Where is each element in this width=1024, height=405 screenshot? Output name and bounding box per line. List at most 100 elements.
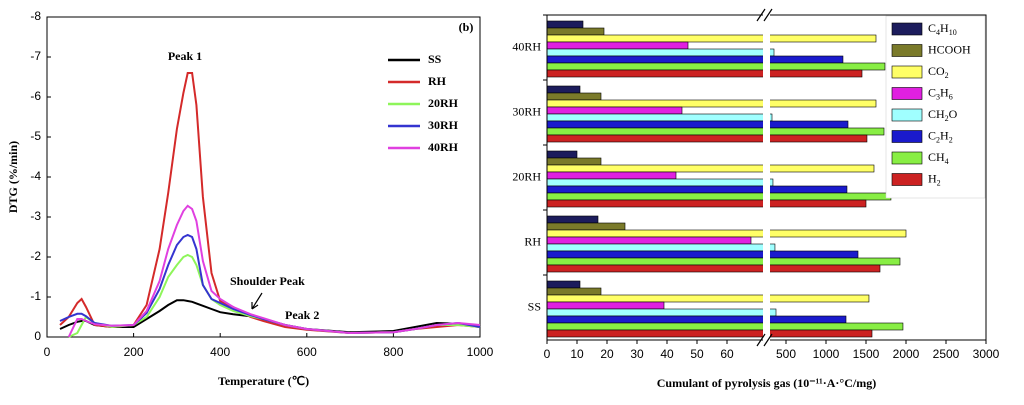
legend-label: 30RH (428, 118, 459, 132)
annotation: Shoulder Peak (230, 274, 305, 288)
axis-frame (546, 14, 987, 341)
plot-frame (46, 16, 481, 338)
bar (546, 127, 885, 136)
legend-label: C4H10 (928, 21, 957, 38)
annotation-arrow (251, 292, 263, 310)
bar (546, 85, 581, 94)
annotation: Peak 1 (168, 49, 202, 63)
legend-label: CO2 (928, 64, 949, 81)
x-tick-label: 3000 (973, 347, 1000, 361)
bar (546, 264, 881, 273)
y-tick-label: -3 (30, 209, 41, 223)
y-tick-label: -4 (30, 169, 41, 183)
annotation: Peak 2 (285, 308, 319, 322)
y-tick-label: -1 (30, 289, 41, 303)
y-tick-label: SS (528, 299, 541, 313)
bar (546, 192, 892, 201)
bar (546, 229, 907, 238)
bar (546, 99, 877, 108)
x-tick-label: 600 (297, 345, 317, 359)
legend-label: CH2O (928, 107, 958, 124)
bar (546, 301, 665, 310)
bar (546, 257, 901, 266)
bar (546, 287, 602, 296)
annotation: (b) (459, 20, 474, 34)
legend-swatch (891, 65, 923, 79)
legend-swatch (891, 44, 923, 57)
legend-swatch (891, 87, 923, 100)
legend-label: CH4 (928, 150, 949, 167)
bar (546, 69, 863, 78)
x-tick-label: 60 (720, 347, 734, 361)
legend-swatch (891, 151, 923, 165)
bar (546, 113, 773, 122)
bar (546, 27, 605, 36)
bar (546, 315, 847, 324)
bar (546, 164, 875, 173)
bar (546, 329, 873, 338)
bar (546, 308, 777, 317)
axis-break-gap (763, 11, 770, 344)
gas-chart: SS RH 20RH 30RH 40RH 0 10 20 30 40 50 60 500 1000 1500… (512, 8, 1000, 390)
x-tick-label: 40 (660, 347, 674, 361)
bar (546, 106, 683, 115)
bar (546, 92, 602, 101)
x-tick-label: 20 (600, 347, 614, 361)
bar (546, 185, 848, 194)
y-tick-label: RH (524, 234, 541, 248)
y-tick-label: -2 (30, 249, 41, 263)
bar (546, 20, 584, 29)
y-tick-label: 30RH (512, 104, 541, 118)
x-tick-label: 500 (776, 347, 796, 361)
axis-break-mark (756, 8, 773, 22)
legend-label: RH (428, 74, 447, 88)
legend-label: C2H2 (928, 128, 953, 145)
bar (546, 322, 904, 331)
legend-label: H2 (928, 171, 941, 188)
y-tick-label: 20RH (512, 169, 541, 183)
x-tick-label: 30 (630, 347, 644, 361)
legend-swatch (891, 108, 923, 122)
y-tick-label: -8 (30, 9, 41, 23)
bar (546, 199, 867, 208)
x-tick-label: 400 (210, 345, 230, 359)
dtg-chart: 0 -1 -2 -3 -4 -5 -6 -7 -8 0 200 400 600 800 1000 Temper… (6, 9, 494, 388)
bar (546, 280, 581, 289)
legend-label: SS (428, 52, 442, 66)
bar (546, 62, 886, 71)
bar (546, 134, 868, 143)
legend-swatch (891, 173, 923, 186)
series-line (59, 299, 481, 334)
bar (546, 120, 849, 129)
y-tick-label: 0 (34, 329, 41, 343)
x-tick-label: 50 (690, 347, 704, 361)
bar (546, 150, 578, 159)
bar (546, 157, 602, 166)
bar (546, 171, 677, 180)
axis-break-mark (756, 333, 773, 347)
legend-label: 20RH (428, 96, 459, 110)
bar (546, 55, 844, 64)
bar (546, 48, 775, 57)
bar (546, 178, 774, 187)
series-line (59, 72, 481, 335)
legend-label: HCOOH (928, 42, 971, 56)
x-tick-label: 0 (544, 347, 551, 361)
bar (546, 243, 776, 252)
bar (546, 215, 599, 224)
x-tick-label: 1500 (853, 347, 880, 361)
y-tick-label: -5 (30, 129, 41, 143)
bar (546, 294, 870, 303)
y-tick-label: -7 (30, 49, 41, 63)
x-tick-label: 10 (570, 347, 584, 361)
x-tick-label: 0 (44, 345, 51, 359)
x-tick-label: 1000 (467, 345, 494, 359)
x-tick-label: 200 (124, 345, 144, 359)
x-tick-label: 2000 (893, 347, 920, 361)
legend-label: C3H6 (928, 85, 953, 102)
legend-swatch (891, 130, 923, 143)
bar (546, 41, 689, 50)
x-tick-label: 800 (383, 345, 403, 359)
y-tick-label: -6 (30, 89, 41, 103)
